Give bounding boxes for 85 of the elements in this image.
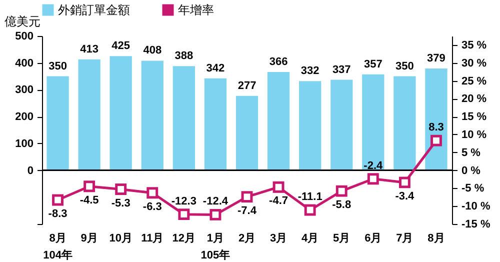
data-label: 350 (396, 60, 414, 72)
y2-tick-label: 35 % (462, 39, 487, 52)
data-label: 277 (238, 80, 256, 92)
bar (299, 81, 322, 170)
x-tick-label: 12月 (172, 232, 196, 244)
y2-tick-label: 25 % (462, 75, 487, 88)
x-tick-label: 2月 (238, 232, 256, 244)
bar (110, 56, 132, 170)
y2-tick-label: -15 % (462, 218, 490, 230)
data-label: -12.3 (171, 195, 196, 208)
data-label: -3.4 (395, 190, 416, 202)
x-tick-label: 8月 104年 (43, 232, 72, 262)
data-label: 408 (143, 44, 162, 57)
bar (425, 68, 448, 170)
point (146, 187, 158, 199)
bar (394, 76, 416, 170)
data-label: 350 (48, 60, 67, 72)
point (367, 173, 379, 185)
x-tick-label: 6月 (364, 232, 382, 244)
y2-tick-label: 0 % (462, 164, 481, 177)
y-tick-label: 0 (27, 164, 34, 177)
y2-tick-label: -10 % (462, 200, 490, 213)
bar (362, 74, 384, 170)
y-tick-label: 400 (15, 57, 34, 70)
data-label: 388 (174, 50, 194, 62)
point (115, 184, 127, 195)
y2-tick-label: 10 % (462, 128, 487, 141)
y-tick-label: 500 (15, 30, 34, 42)
data-label: 8.3 (428, 122, 444, 134)
data-label: -8.3 (48, 208, 68, 220)
data-label: 379 (427, 52, 446, 64)
data-label: -4.5 (80, 194, 99, 206)
bar (78, 59, 100, 170)
point (241, 191, 253, 203)
point (336, 185, 348, 197)
y2-tick-label: -5 % (462, 182, 484, 195)
bar (141, 60, 164, 170)
y-tick-label: 300 (15, 84, 34, 96)
x-tick-label: 9月 (80, 232, 98, 244)
y2-tick-label: 30 % (462, 57, 487, 70)
point (210, 208, 222, 220)
data-label: 357 (364, 58, 382, 70)
point (272, 181, 284, 193)
data-label: 332 (300, 65, 320, 78)
data-label: 425 (112, 40, 130, 52)
data-label: -12.4 (202, 196, 229, 208)
data-label: -5.3 (111, 197, 130, 210)
data-label: -4.7 (269, 195, 288, 208)
data-label: 342 (206, 62, 225, 74)
point (84, 180, 96, 192)
point (430, 134, 442, 146)
x-tick-label: 3月 (270, 232, 288, 244)
data-label: 366 (269, 56, 288, 68)
data-label: -11.1 (298, 191, 322, 204)
bar (236, 96, 258, 170)
y-tick-label: 200 (15, 111, 34, 124)
x-tick-label: 7月 (396, 232, 414, 244)
x-tick-label: 11月 (141, 232, 164, 244)
bar (172, 66, 195, 170)
data-label: 413 (80, 43, 98, 56)
x-tick-label: 5月 (333, 232, 350, 244)
bar (204, 78, 227, 170)
y2-tick-label: 5 % (462, 146, 481, 159)
point (178, 208, 190, 220)
point (52, 194, 64, 206)
legend-label: 外銷訂單金額 (58, 3, 130, 17)
y2-tick-label: 15 % (462, 111, 487, 124)
data-label: -5.8 (332, 199, 352, 212)
data-label: -2.4 (364, 160, 384, 172)
y2-tick-label: 20 % (462, 93, 487, 106)
bar (330, 80, 353, 170)
y-axis-title: 億美元 (4, 14, 40, 28)
point (398, 176, 410, 188)
x-tick-label: 1月 105年 (200, 232, 230, 262)
bar (267, 72, 290, 170)
data-label: -6.3 (142, 200, 162, 213)
x-tick-label: 8月 (428, 232, 445, 244)
x-tick-label: 10月 (109, 232, 132, 244)
legend-label: 年增率 (178, 3, 214, 17)
bar (46, 76, 69, 170)
data-label: -7.4 (238, 204, 258, 217)
x-tick-label: 4月 (302, 232, 319, 244)
data-label: 337 (332, 64, 351, 76)
y-tick-label: 100 (15, 138, 34, 150)
point (304, 204, 316, 216)
